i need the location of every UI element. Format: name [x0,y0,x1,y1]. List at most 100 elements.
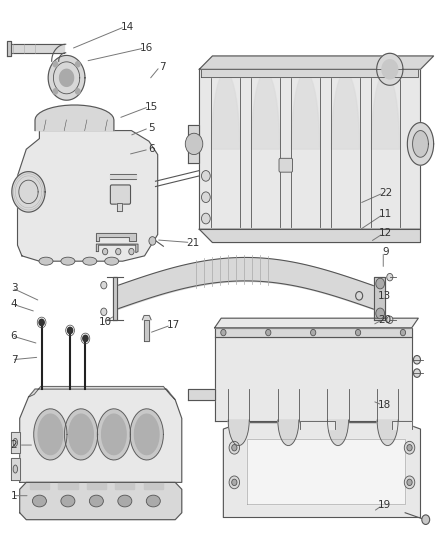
Circle shape [149,237,156,245]
Circle shape [75,88,80,94]
Circle shape [229,476,240,489]
Circle shape [53,88,58,94]
Circle shape [311,329,316,336]
Text: 2: 2 [11,440,18,450]
Text: 5: 5 [148,123,155,133]
Polygon shape [48,55,85,100]
Polygon shape [60,69,74,86]
Polygon shape [300,421,335,429]
Ellipse shape [105,257,119,265]
Ellipse shape [83,257,97,265]
Ellipse shape [39,257,53,265]
Text: 10: 10 [99,318,112,327]
Text: 20: 20 [378,315,391,325]
Polygon shape [201,69,418,77]
Polygon shape [38,414,63,455]
Text: 17: 17 [166,320,180,330]
Circle shape [376,278,385,289]
Polygon shape [96,244,138,253]
Text: 13: 13 [378,291,391,301]
Text: 14: 14 [120,22,134,31]
Circle shape [201,171,210,181]
Polygon shape [30,482,49,489]
Polygon shape [291,72,320,149]
Ellipse shape [32,495,46,507]
Polygon shape [223,423,420,517]
Circle shape [387,273,393,281]
Polygon shape [382,60,398,79]
Circle shape [129,248,134,255]
Text: 6: 6 [148,144,155,154]
Ellipse shape [61,495,75,507]
Circle shape [407,445,412,451]
Ellipse shape [146,495,160,507]
Polygon shape [18,131,158,261]
Polygon shape [377,420,398,446]
Circle shape [404,476,415,489]
Ellipse shape [13,465,18,473]
Polygon shape [28,386,175,400]
Text: 21: 21 [186,238,199,247]
Polygon shape [142,316,151,320]
Polygon shape [215,337,412,421]
Polygon shape [215,328,412,337]
Circle shape [229,441,240,454]
Polygon shape [228,420,249,446]
Circle shape [407,479,412,486]
Polygon shape [251,72,280,149]
Circle shape [75,62,80,67]
Polygon shape [374,277,385,320]
Text: 1: 1 [11,491,18,500]
Ellipse shape [61,257,75,265]
Circle shape [221,329,226,336]
Polygon shape [199,229,420,243]
Polygon shape [97,409,131,460]
Polygon shape [134,414,159,455]
Polygon shape [211,72,240,149]
Text: 3: 3 [11,283,18,293]
Circle shape [101,308,107,316]
Circle shape [387,316,393,324]
Polygon shape [113,277,117,320]
Polygon shape [392,421,412,429]
Text: 9: 9 [382,247,389,256]
Polygon shape [7,41,11,56]
Circle shape [83,335,88,342]
Circle shape [201,213,210,224]
Polygon shape [377,53,403,85]
Polygon shape [102,414,126,455]
Text: 15: 15 [145,102,158,111]
FancyBboxPatch shape [110,185,131,204]
Circle shape [413,369,420,377]
Circle shape [116,248,121,255]
Polygon shape [199,69,420,229]
Polygon shape [130,409,163,460]
Polygon shape [69,414,93,455]
Circle shape [413,356,420,364]
Polygon shape [247,439,405,504]
Polygon shape [20,482,182,520]
Polygon shape [278,420,299,446]
Circle shape [232,445,237,451]
Polygon shape [188,125,199,163]
Polygon shape [35,105,114,131]
Circle shape [185,133,203,155]
Polygon shape [34,409,67,460]
Polygon shape [96,233,136,241]
Text: 6: 6 [11,331,18,341]
Polygon shape [144,320,149,341]
Circle shape [356,292,363,300]
Circle shape [355,329,360,336]
Polygon shape [199,56,434,69]
Polygon shape [371,72,399,149]
Circle shape [265,329,271,336]
Ellipse shape [13,438,18,447]
Polygon shape [9,44,64,53]
Circle shape [376,308,385,319]
Text: 12: 12 [379,229,392,238]
Polygon shape [115,482,134,489]
Circle shape [232,479,237,486]
Circle shape [400,329,406,336]
Ellipse shape [118,495,132,507]
Polygon shape [11,458,20,480]
